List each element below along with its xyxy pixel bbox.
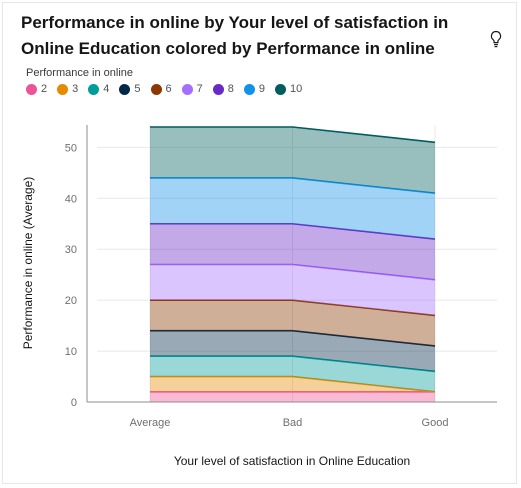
area-series-4	[150, 356, 435, 392]
legend-swatch	[181, 83, 193, 95]
legend-swatch	[57, 83, 69, 95]
y-tick-label: 0	[71, 397, 77, 409]
line-series-3	[150, 375, 436, 393]
legend-swatch	[243, 83, 255, 95]
line-series-7	[150, 263, 436, 281]
legend-swatch	[212, 83, 224, 95]
legend-item-6[interactable]: 6	[150, 83, 172, 95]
legend-label: 2	[41, 83, 48, 95]
area-series-2	[150, 391, 435, 402]
legend-label: 5	[134, 83, 141, 95]
legend-label: 10	[290, 83, 303, 95]
legend-label: 4	[103, 83, 110, 95]
legend-item-2[interactable]: 2	[26, 83, 47, 95]
legend-label: 6	[165, 83, 172, 95]
legend-label: 8	[227, 83, 234, 95]
y-axis-title: Performance in online (Average)	[21, 177, 35, 350]
chart-title: Performance in online by Your level of s…	[21, 13, 449, 58]
x-tick-label: Good	[422, 417, 449, 429]
y-tick-label: 30	[65, 244, 77, 256]
line-series-8	[150, 222, 436, 240]
area-series-6	[150, 300, 435, 346]
legend-swatch	[275, 83, 286, 95]
legend-swatch	[88, 83, 100, 95]
area-series-10	[150, 127, 435, 194]
legend-item-8[interactable]: 8	[212, 83, 234, 95]
area-series-9	[150, 177, 435, 240]
area-series-5	[150, 330, 435, 372]
lightbulb-icon[interactable]	[489, 30, 503, 48]
legend-label: 3	[72, 83, 79, 95]
line-series-4	[150, 355, 436, 373]
y-tick-label: 10	[65, 346, 77, 358]
line-series-6	[150, 299, 436, 317]
legend-swatch	[150, 83, 162, 95]
x-axis-title: Your level of satisfaction in Online Edu…	[174, 454, 410, 468]
legend-item-7[interactable]: 7	[181, 83, 203, 95]
legend-item-5[interactable]: 5	[119, 83, 141, 95]
legend-item-3[interactable]: 3	[57, 83, 78, 95]
y-tick-label: 50	[65, 142, 77, 154]
line-series-9	[150, 177, 436, 194]
area-series-8	[150, 223, 435, 280]
x-tick-label: Average	[130, 417, 171, 429]
legend-swatch	[119, 83, 131, 95]
area-series-3	[150, 376, 435, 392]
chart-card: Performance in online by Your level of s…	[2, 2, 517, 484]
legend-swatch	[26, 83, 37, 95]
legend-item-9[interactable]: 9	[243, 83, 265, 95]
legend-label: 7	[196, 83, 203, 95]
legend-item-10[interactable]: 10	[275, 83, 302, 95]
area-series-7	[150, 264, 435, 316]
legend-label: 9	[258, 83, 265, 95]
y-tick-label: 20	[65, 295, 77, 307]
legend-item-4[interactable]: 4	[88, 83, 109, 95]
line-series-5	[150, 329, 436, 347]
legend: 2 3 4 5 6 7 8 9 10	[26, 83, 312, 95]
legend-title: Performance in online	[26, 67, 134, 79]
y-tick-label: 40	[65, 193, 77, 205]
line-series-10	[150, 126, 436, 144]
x-tick-label: Bad	[283, 417, 303, 429]
